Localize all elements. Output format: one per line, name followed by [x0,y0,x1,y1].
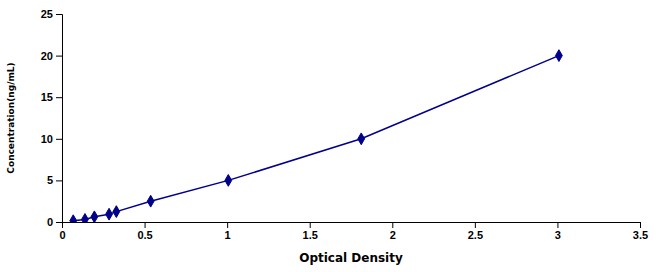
x-tick: 0.5 [137,222,152,241]
point [70,215,77,222]
x-tick: 3 [555,222,561,241]
point [106,208,113,220]
x-tick-label: 1 [225,229,231,241]
x-tick-mark [392,222,393,228]
y-tick-label: 25 [41,8,53,20]
x-tick: 0 [59,222,65,241]
chart: 0 0.5 1 1.5 2 2.5 3 3.5 0 5 10 15 20 25 Optical Densit… [0,0,664,272]
point [556,50,563,62]
point [113,206,120,218]
x-tick-label: 0 [59,229,65,241]
point [82,214,89,222]
plot: 0 0.5 1 1.5 2 2.5 3 3.5 0 5 10 15 20 25 [41,8,648,241]
y-tick-label: 20 [41,50,53,62]
x-tick-mark [475,222,476,228]
y-tick: 15 [41,91,62,103]
y-axis-title: Concentration(ng/mL) [6,62,16,173]
y-axis: 0 5 10 15 20 25 [41,8,63,228]
x-tick: 1 [225,222,231,241]
y-tick: 20 [41,50,62,62]
x-tick-label: 2.5 [468,229,483,241]
x-axis-line [63,223,641,229]
y-tick-mark [56,97,62,98]
x-tick-mark [640,222,641,228]
y-axis-line [56,15,63,223]
x-tick: 2.5 [468,222,483,241]
x-tick-mark [310,222,311,228]
y-tick-label: 10 [41,133,53,145]
y-tick-label: 5 [47,174,53,186]
y-tick-mark [56,222,62,223]
point [91,211,98,222]
y-tick-label: 15 [41,91,53,103]
x-tick: 2 [390,222,396,241]
x-tick-mark [227,222,228,228]
x-tick-label: 3 [555,229,561,241]
x-tick-label: 1.5 [303,229,318,241]
x-tick-mark [557,222,558,228]
x-tick-mark [145,222,146,228]
x-tick-label: 2 [390,229,396,241]
x-axis: 0 0.5 1 1.5 2 2.5 3 3.5 [59,222,648,241]
x-tick-label: 3.5 [633,229,648,241]
y-tick: 5 [47,174,62,186]
point [225,175,232,187]
y-tick: 25 [41,8,62,20]
y-tick-label: 0 [47,216,53,228]
x-axis-title: Optical Density [299,251,403,265]
y-tick: 0 [47,216,62,228]
x-tick-label: 0.5 [137,229,152,241]
x-tick: 1.5 [303,222,318,241]
y-tick-mark [56,139,62,140]
marks [70,50,562,222]
y-tick: 10 [41,133,62,145]
point [358,133,365,145]
line [73,56,559,221]
y-tick-mark [56,14,62,15]
point [147,195,154,207]
y-tick-mark [56,180,62,181]
x-tick: 3.5 [633,222,648,241]
y-tick-mark [56,56,62,57]
